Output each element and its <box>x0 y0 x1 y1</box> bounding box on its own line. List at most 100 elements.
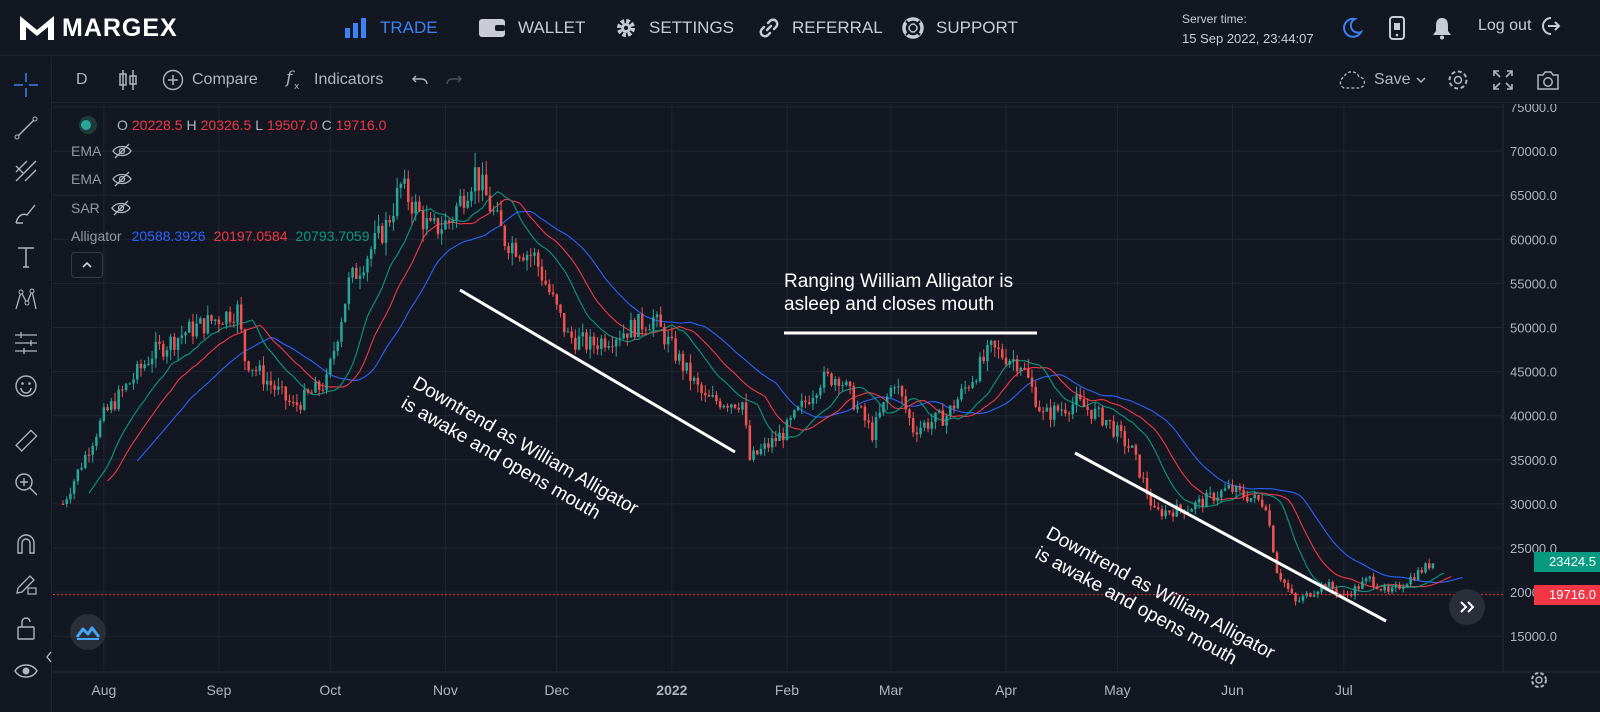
toolbar-collapse-toggle[interactable] <box>44 643 54 671</box>
text-tool[interactable] <box>12 243 40 271</box>
candle-body <box>718 401 722 408</box>
price-chart[interactable]: 75000.0 70000.0 65000.0 60000.0 55000.0 50000… <box>53 104 1600 712</box>
logout-icon <box>1542 17 1561 35</box>
eye-hidden-icon[interactable] <box>111 142 133 160</box>
nav-support[interactable]: SUPPORT <box>902 13 1018 43</box>
notifications-button[interactable] <box>1430 16 1454 40</box>
nav-settings[interactable]: SETTINGS <box>615 13 734 43</box>
emoji-tool[interactable] <box>12 372 40 400</box>
indicator-legend-alligator[interactable]: Alligator 20588.3926 20197.0584 20793.70… <box>71 228 370 244</box>
magnet-tool[interactable] <box>12 530 40 558</box>
brush-icon <box>15 204 36 224</box>
candle-body <box>336 341 339 351</box>
candle-body <box>1409 576 1412 585</box>
annotation-line: asleep and closes mouth <box>784 294 995 315</box>
lock-drawing-tool[interactable] <box>12 570 40 598</box>
chart-properties-button[interactable] <box>1527 668 1551 692</box>
ruler-lines-icon <box>15 332 37 354</box>
symbol-status-dot[interactable] <box>79 116 97 134</box>
candle-body <box>1034 386 1037 407</box>
nav-wallet[interactable]: WALLET <box>478 13 585 43</box>
nav-referral[interactable]: REFERRAL <box>758 13 883 43</box>
trend-line-icon <box>14 116 38 140</box>
candle-body <box>147 364 150 366</box>
candle-body <box>1164 510 1167 517</box>
candle-body <box>221 323 224 325</box>
fullscreen-button[interactable] <box>1492 57 1522 103</box>
candle-body <box>1153 505 1156 508</box>
redo-icon <box>446 75 462 85</box>
lock-tool[interactable] <box>12 614 40 642</box>
candle-body <box>403 178 406 184</box>
zoom-in-tool[interactable] <box>12 470 40 498</box>
candle-body <box>741 402 744 410</box>
theme-toggle-button[interactable] <box>1340 16 1364 40</box>
chevron-down-icon <box>1416 77 1426 84</box>
visibility-tool[interactable] <box>12 657 40 685</box>
candle-body <box>678 353 681 361</box>
chart-settings-button[interactable] <box>1446 57 1478 103</box>
candle-body <box>574 337 577 350</box>
candle-body <box>1379 589 1383 591</box>
candle-body <box>852 386 856 410</box>
crosshair-tool[interactable] <box>12 71 40 99</box>
candle-body <box>529 254 533 256</box>
indicator-legend-ema-1[interactable]: EMA <box>71 142 133 160</box>
indicator-legend-ema-2[interactable]: EMA <box>71 170 133 188</box>
chart-brand-button[interactable] <box>70 614 106 650</box>
save-button[interactable]: Save <box>1336 57 1410 103</box>
fullscreen-icon <box>1493 70 1513 90</box>
pattern-tool[interactable] <box>12 286 40 314</box>
compare-button[interactable]: Compare <box>162 57 258 103</box>
brand-name: MARGEX <box>62 13 178 42</box>
candle-body <box>774 438 778 441</box>
legend-collapse-button[interactable] <box>71 252 103 278</box>
nav-trade[interactable]: TRADE <box>344 13 438 43</box>
brand-logo[interactable]: MARGEX <box>18 12 178 44</box>
magnet-icon <box>17 534 35 554</box>
y-tick-label: 45000.0 <box>1510 365 1557 380</box>
chart-type-button[interactable] <box>118 57 146 103</box>
candle-body <box>165 350 169 357</box>
eye-hidden-icon[interactable] <box>111 170 133 188</box>
trend-line-tool[interactable] <box>12 114 40 142</box>
candle-body <box>340 321 343 342</box>
save-options-button[interactable] <box>1414 57 1436 103</box>
candle-body <box>329 359 332 375</box>
candle-body <box>581 332 585 337</box>
interval-button[interactable]: D <box>76 57 88 103</box>
alligator-teeth-value: 20197.0584 <box>213 228 288 244</box>
ohlc-legend: O 20228.5 H 20326.5 L 19507.0 C 19716.0 <box>79 116 390 134</box>
candle-body <box>629 319 633 338</box>
logout-button[interactable]: Log out <box>1478 15 1561 37</box>
indicator-legend-sar[interactable]: SAR <box>71 199 132 217</box>
prediction-tool[interactable] <box>12 329 40 357</box>
measure-tool[interactable] <box>12 427 40 455</box>
candle-body <box>1398 584 1401 589</box>
candle-body <box>726 405 729 408</box>
undo-icon <box>412 75 428 85</box>
chart-canvas[interactable]: 75000.0 70000.0 65000.0 60000.0 55000.0 50000… <box>53 104 1600 712</box>
x-tick-label: Oct <box>319 682 341 698</box>
candle-body <box>1119 425 1123 431</box>
candle-body <box>102 407 106 421</box>
candle-body <box>1290 588 1294 594</box>
candle-body <box>1324 584 1327 587</box>
scroll-to-realtime-button[interactable] <box>1449 589 1485 625</box>
nav-wallet-label: WALLET <box>518 18 586 37</box>
candle-body <box>514 242 518 257</box>
candle-body <box>150 358 154 365</box>
candle-body <box>243 329 247 362</box>
eye-hidden-icon[interactable] <box>110 199 132 217</box>
candle-body <box>800 400 804 407</box>
screenshot-button[interactable] <box>1536 57 1568 103</box>
candle-body <box>451 219 455 223</box>
redo-button[interactable] <box>444 57 472 103</box>
brush-tool[interactable] <box>12 200 40 228</box>
candle-body <box>1294 593 1297 602</box>
fib-tool[interactable] <box>12 157 40 185</box>
candle-body <box>1301 596 1305 601</box>
undo-button[interactable] <box>410 57 438 103</box>
mobile-app-button[interactable] <box>1385 16 1409 40</box>
